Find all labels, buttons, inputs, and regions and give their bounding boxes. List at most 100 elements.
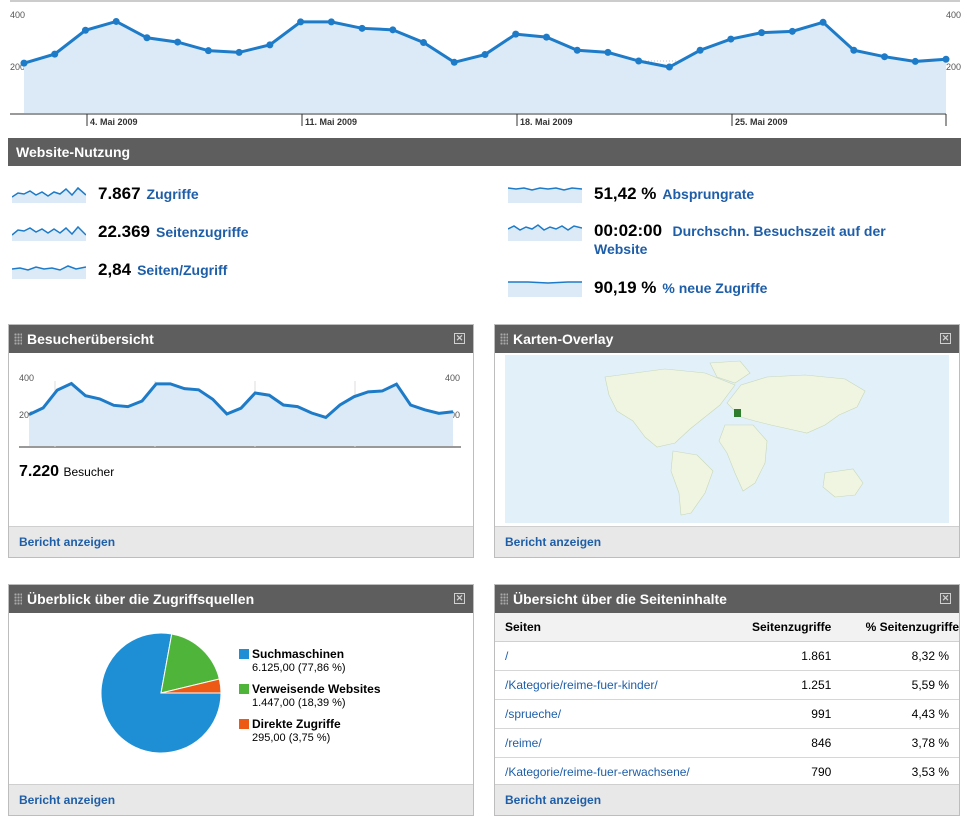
visitors-y-tick-400: 400 [19, 373, 34, 383]
traffic-data-point[interactable] [420, 39, 428, 47]
traffic-data-point[interactable] [143, 34, 151, 42]
traffic-data-point[interactable] [604, 48, 612, 56]
traffic-data-point[interactable] [389, 26, 397, 34]
world-map[interactable] [505, 355, 949, 523]
legend-search-engines-value: 6.125,00 (77,86 %) [252, 662, 346, 674]
traffic-data-point[interactable] [542, 33, 550, 41]
traffic-data-point[interactable] [327, 18, 335, 26]
pie-slice-direct-traffic[interactable] [160, 678, 222, 694]
close-icon[interactable]: ✕ [940, 333, 951, 344]
page-link[interactable]: /reime/ [505, 735, 542, 750]
legend-swatch [239, 684, 249, 694]
page-link[interactable]: / [505, 648, 509, 663]
y-tick-left-400: 400 [10, 10, 25, 20]
traffic-data-point[interactable] [942, 55, 950, 63]
metric-pageviews-link[interactable]: Seitenzugriffe [156, 224, 249, 240]
traffic-sources-header[interactable]: Überblick über die Zugriffsquellen ✕ [9, 585, 473, 613]
traffic-data-point[interactable] [850, 46, 858, 54]
traffic-data-point[interactable] [20, 59, 28, 67]
traffic-data-point[interactable] [788, 27, 796, 35]
traffic-data-point[interactable] [665, 63, 673, 71]
col-pageviews[interactable]: Seitenzugriffe [728, 613, 842, 642]
traffic-data-point[interactable] [819, 18, 827, 26]
traffic-data-point[interactable] [481, 51, 489, 59]
sparkline-avg-time [508, 224, 582, 241]
close-icon[interactable]: ✕ [940, 593, 951, 604]
table-row: / 1.861 8,32 % [495, 641, 959, 671]
pageviews-cell: 1.861 [728, 641, 842, 671]
metric-visits-link[interactable]: Zugriffe [146, 186, 199, 202]
visitors-line [28, 381, 454, 420]
x-axis-label: 25. Mai 2009 [735, 117, 788, 127]
close-icon[interactable]: ✕ [454, 593, 465, 604]
traffic-sources-panel: Überblick über die Zugriffsquellen ✕ Suc… [8, 584, 474, 816]
table-row: /Kategorie/reime-fuer-erwachsene/ 790 3,… [495, 757, 959, 787]
traffic-data-point[interactable] [696, 46, 704, 54]
page-link[interactable]: /Kategorie/reime-fuer-erwachsene/ [505, 764, 690, 779]
traffic-data-point[interactable] [450, 58, 458, 66]
traffic-sources-report-link[interactable]: Bericht anzeigen [19, 793, 116, 807]
visitors-panel-header[interactable]: Besucherübersicht ✕ [9, 325, 473, 353]
map-panel-header[interactable]: Karten-Overlay ✕ [495, 325, 959, 353]
traffic-data-point[interactable] [81, 26, 89, 34]
y-tick-right-400: 400 [946, 10, 961, 20]
traffic-data-point[interactable] [881, 53, 889, 61]
map-australia [822, 468, 864, 498]
x-axis-label: 4. Mai 2009 [90, 117, 138, 127]
traffic-area [24, 21, 946, 113]
traffic-data-point[interactable] [911, 57, 919, 65]
traffic-data-point[interactable] [573, 46, 581, 54]
map-africa [718, 424, 768, 492]
traffic-data-point[interactable] [174, 38, 182, 46]
legend-direct-traffic-value: 295,00 (3,75 %) [252, 732, 331, 744]
map-report-link[interactable]: Bericht anzeigen [505, 535, 602, 549]
traffic-data-point[interactable] [297, 18, 305, 26]
sparkline-new-visits [508, 281, 582, 297]
map-panel-title: Karten-Overlay [513, 331, 614, 347]
content-report-footer: Bericht anzeigen [495, 784, 959, 815]
traffic-data-point[interactable] [51, 50, 59, 58]
sparkline-pageviews [12, 225, 86, 241]
traffic-data-point[interactable] [204, 47, 212, 55]
metric-new-visits-link[interactable]: % neue Zugriffe [662, 280, 768, 296]
drag-grip-icon[interactable] [14, 593, 22, 605]
drag-grip-icon[interactable] [500, 333, 508, 345]
traffic-data-point[interactable] [758, 29, 766, 37]
traffic-data-point[interactable] [235, 48, 243, 56]
legend-swatch [239, 719, 249, 729]
traffic-data-point[interactable] [358, 24, 366, 32]
drag-grip-icon[interactable] [500, 593, 508, 605]
col-pageviews-pct[interactable]: % Seitenzugriffe [841, 613, 959, 642]
content-overview-title: Übersicht über die Seiteninhalte [513, 591, 727, 607]
drag-grip-icon[interactable] [14, 333, 22, 345]
pageviews-pct-cell: 4,43 % [841, 699, 959, 729]
visitors-y-tick-200: 200 [19, 410, 34, 420]
legend-referring-sites-value: 1.447,00 (18,39 %) [252, 697, 346, 709]
map-north-america [604, 368, 736, 448]
traffic-data-point[interactable] [512, 30, 520, 38]
col-pages[interactable]: Seiten [495, 613, 729, 642]
visitors-panel: Besucherübersicht ✕ 400 200 400 200 7.22… [8, 324, 474, 558]
traffic-data-point[interactable] [727, 35, 735, 43]
metric-pages-per-visit: 2,84 Seiten/Zugriff [12, 259, 227, 281]
visitors-report-link[interactable]: Bericht anzeigen [19, 535, 116, 549]
visitors-total-value: 7.220 [19, 463, 60, 480]
traffic-data-point[interactable] [266, 41, 274, 49]
map-south-america [670, 450, 714, 516]
close-icon[interactable]: ✕ [454, 333, 465, 344]
visitors-total: 7.220 Besucher [19, 463, 114, 481]
x-axis-label: 18. Mai 2009 [520, 117, 573, 127]
content-report-link[interactable]: Bericht anzeigen [505, 793, 602, 807]
traffic-data-point[interactable] [112, 17, 120, 25]
content-overview-header[interactable]: Übersicht über die Seiteninhalte ✕ [495, 585, 959, 613]
traffic-data-point[interactable] [635, 57, 643, 65]
metric-avg-time-link[interactable]: Durchschn. Besuchszeit auf der [672, 223, 886, 239]
traffic-line-chart: 400 200 400 200 4. Mai 2009 11. Mai 2009 1… [10, 0, 961, 127]
pie-slice-referring-sites[interactable] [160, 633, 220, 694]
metric-bounce-rate-link[interactable]: Absprungrate [662, 186, 755, 202]
page-link[interactable]: /Kategorie/reime-fuer-kinder/ [505, 677, 658, 692]
page-link[interactable]: /sprueche/ [505, 706, 562, 721]
metric-pages-per-visit-link[interactable]: Seiten/Zugriff [137, 262, 228, 278]
metric-avg-time-link-line2[interactable]: Website [594, 241, 648, 257]
legend-search-engines-name: Suchmaschinen [252, 647, 345, 661]
